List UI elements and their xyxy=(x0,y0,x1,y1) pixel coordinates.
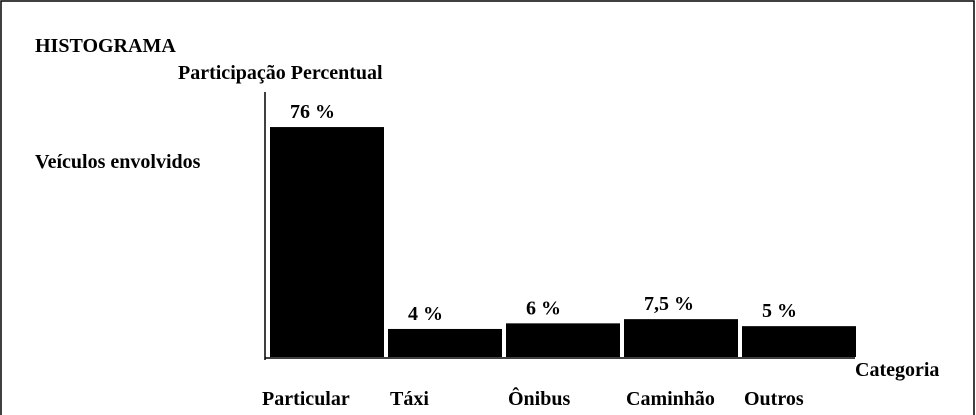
bar xyxy=(742,326,856,357)
annotation: Veículos envolvidos xyxy=(35,151,201,173)
x-tick-label: Caminhão xyxy=(626,388,715,410)
chart-title: HISTOGRAMA xyxy=(35,35,176,57)
bar xyxy=(270,127,384,357)
x-tick-label: Outros xyxy=(744,388,804,410)
bar xyxy=(388,328,502,357)
y-axis-label: Participação Percentual xyxy=(178,62,383,84)
bar xyxy=(506,323,620,357)
bar xyxy=(624,319,738,357)
value-label: 7,5 % xyxy=(644,293,694,315)
x-axis-label: Categoria xyxy=(855,359,939,381)
value-label: 5 % xyxy=(762,300,797,322)
value-label: 6 % xyxy=(526,297,561,319)
x-tick-label: Táxi xyxy=(390,388,429,410)
x-tick-label: Ônibus xyxy=(508,386,570,410)
value-label: 76 % xyxy=(290,101,335,123)
x-tick-label: Particular xyxy=(262,388,350,410)
value-label: 4 % xyxy=(408,303,443,325)
